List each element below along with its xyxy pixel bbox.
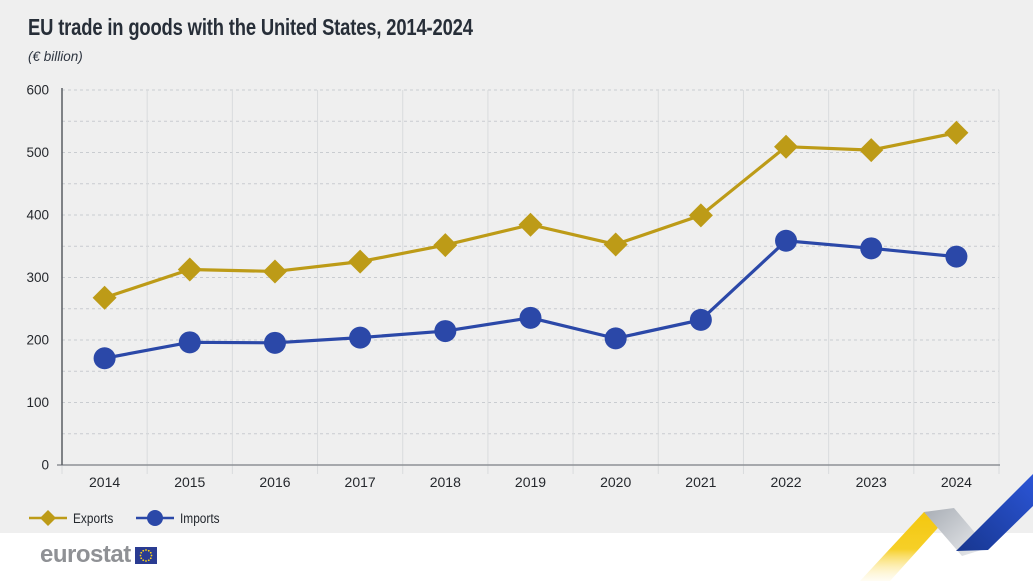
legend-item-imports: Imports (135, 508, 225, 528)
imports-point-2016 (263, 331, 286, 354)
flag-star (144, 559, 147, 562)
flag-star (147, 549, 150, 552)
legend-item-exports: Exports (28, 508, 119, 528)
imports-point-2024 (945, 245, 968, 268)
imports-circle-icon (135, 510, 174, 526)
exports-point-2015 (177, 257, 202, 282)
page-title: EU trade in goods with the United States… (28, 14, 473, 40)
x-axis-label: 2021 (685, 474, 716, 490)
imports-point-2015 (178, 331, 201, 354)
imports-point-2021 (689, 308, 712, 331)
y-axis-label: 600 (26, 83, 49, 98)
flag-star (140, 556, 142, 559)
trade-line-chart: 0 100 200 300 400 500 600 2014 2015 2016 2017 2018 2… (26, 83, 1000, 490)
imports-point-2019 (519, 306, 542, 329)
exports-point-2017 (348, 249, 373, 274)
x-axis-label: 2018 (430, 474, 461, 490)
diamond-marker-icon (40, 510, 56, 526)
exports-point-2020 (603, 232, 628, 257)
flag-star (144, 548, 147, 551)
imports-point-2023 (860, 237, 883, 260)
chart-panel (0, 0, 1033, 533)
flag-star (149, 556, 152, 559)
imports-point-2020 (604, 327, 627, 350)
x-axis-label: 2022 (770, 474, 801, 490)
page-subtitle: (€ billion) (28, 49, 83, 64)
exports-point-2023 (859, 138, 884, 163)
x-axis-label: 2023 (856, 474, 887, 490)
x-axis-label: 2017 (345, 474, 376, 490)
x-axis-label: 2020 (600, 474, 631, 490)
exports-point-2016 (262, 259, 287, 284)
exports-diamond-icon (29, 510, 67, 526)
flag-star (150, 554, 153, 556)
legend-label-imports: Imports (179, 510, 220, 526)
exports-point-2019 (518, 212, 543, 237)
footer: eurostat (40, 541, 157, 569)
exports-point-2014 (92, 285, 117, 310)
circle-marker-icon (146, 510, 163, 526)
flag-star (142, 549, 144, 552)
flag-star (139, 554, 142, 556)
x-axis-label: 2024 (941, 474, 972, 490)
exports-point-2022 (774, 134, 799, 159)
eu-flag-icon (134, 546, 157, 564)
exports-point-2021 (688, 203, 713, 228)
imports-point-2017 (349, 326, 372, 349)
flag-star (149, 551, 152, 554)
x-axis-label: 2014 (89, 474, 120, 490)
y-axis-label: 100 (26, 395, 49, 410)
x-axis-label: 2015 (174, 474, 205, 490)
y-axis-label: 500 (26, 145, 49, 160)
flag-star (142, 558, 144, 561)
y-axis-label: 300 (26, 270, 49, 285)
chart-legend: Exports Imports (28, 508, 225, 528)
flag-star (147, 558, 150, 561)
imports-point-2014 (93, 347, 116, 370)
flag-star (140, 551, 142, 554)
legend-label-exports: Exports (73, 510, 114, 526)
x-axis-label: 2019 (515, 474, 546, 490)
exports-point-2024 (944, 120, 969, 145)
imports-point-2022 (775, 229, 798, 252)
y-axis-label: 200 (26, 333, 49, 348)
eurostat-wordmark: eurostat (40, 541, 131, 568)
exports-point-2018 (433, 233, 458, 258)
y-axis-label: 400 (26, 208, 49, 223)
imports-point-2018 (434, 320, 457, 343)
x-axis-label: 2016 (259, 474, 290, 490)
y-axis-label: 0 (41, 458, 49, 473)
